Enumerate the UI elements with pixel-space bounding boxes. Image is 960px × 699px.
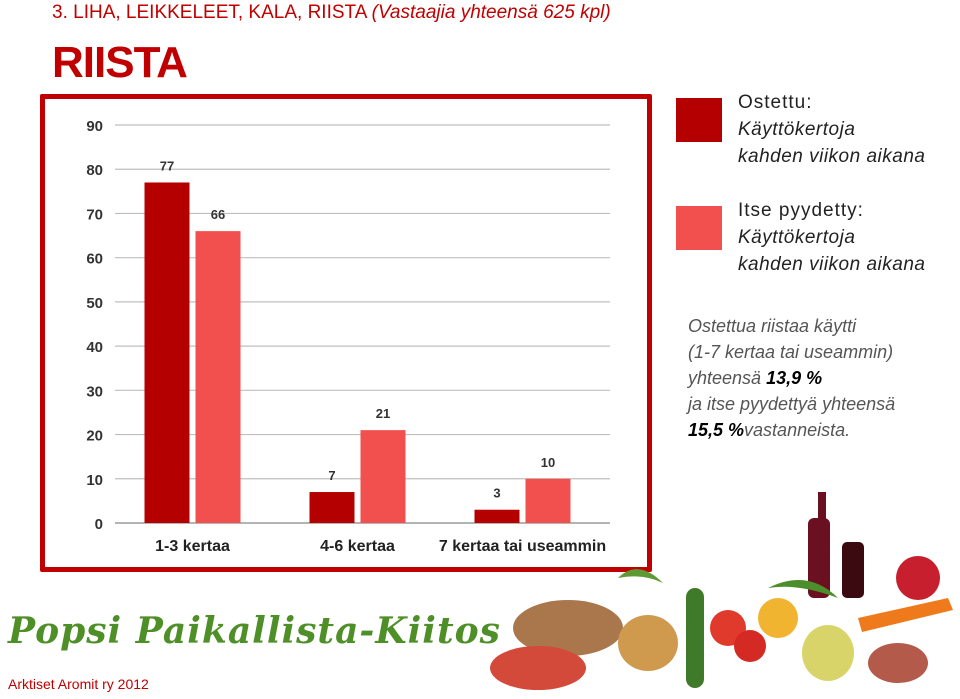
x-tick-label: 7 kertaa tai useammin [439,538,606,555]
summary-line: (1-7 kertaa tai useammin) [688,342,894,362]
heading-note: (Vastaajia yhteensä 625 kpl) [371,2,611,23]
y-tick-label: 90 [86,118,103,135]
data-label: 77 [160,158,174,173]
bar [360,430,406,523]
bar-chart: 0 10 20 30 40 50 60 70 80 90 77 66 1-3 kertaa 7 21 4-6 … [86,118,610,555]
y-tick-label: 20 [86,428,103,445]
y-tick-label: 10 [86,472,103,489]
legend-line: kahden viikon aikana [738,254,926,275]
page-heading: 3. LIHA, LEIKKELEET, KALA, RIISTA (Vasta… [52,2,611,24]
data-label: 7 [328,468,335,483]
summary-value: 13,9 % [766,368,823,388]
legend-title: Ostettu: [738,92,813,113]
legend-self-caught: Itse pyydetty: Käyttökertoja kahden viik… [738,197,925,278]
logo-text: Popsi Paikallista-Kiitos [8,610,501,652]
legend-title: Itse pyydetty: [738,200,864,221]
footer-credit: Arktiset Aromit ry 2012 [8,676,149,692]
legend-line: Käyttökertoja [738,119,856,140]
bar [309,492,355,523]
chart-frame: 0 10 20 30 40 50 60 70 80 90 77 66 1-3 kertaa 7 21 4-6 … [40,94,652,572]
food-illustration [490,492,953,690]
bar [144,182,190,523]
y-tick-label: 50 [86,295,103,312]
legend-swatch-self-caught [676,206,722,250]
heading-prefix: 3. LIHA, LEIKKELEET, KALA, RIISTA [52,2,367,23]
summary-note: Ostettua riistaa käytti (1-7 kertaa tai … [688,313,895,443]
y-tick-label: 40 [86,339,103,356]
summary-line: yhteensä [688,368,762,388]
bar [195,231,241,523]
summary-line: Ostettua riistaa käytti [688,316,857,336]
y-tick-label: 70 [86,206,103,223]
data-label: 21 [376,406,390,421]
y-tick-label: 60 [86,251,103,268]
y-tick-label: 0 [95,516,103,533]
data-label: 3 [493,486,500,501]
x-tick-label: 1-3 kertaa [155,538,230,555]
x-tick-label: 4-6 kertaa [320,538,395,555]
data-label: 10 [541,455,555,470]
summary-line: ja itse pyydettyä yhteensä [688,394,896,414]
data-label: 66 [211,207,225,222]
y-tick-label: 80 [86,162,103,179]
section-title: RIISTA [52,38,188,87]
summary-value: 15,5 % [688,420,745,440]
summary-line: vastanneista. [744,420,851,440]
bar [525,478,571,523]
bar [474,509,520,523]
y-tick-label: 30 [86,383,103,400]
legend-swatch-purchased [676,98,722,142]
legend-line: Käyttökertoja [738,227,856,248]
legend-purchased: Ostettu: Käyttökertoja kahden viikon aik… [738,89,925,170]
legend-line: kahden viikon aikana [738,146,926,167]
